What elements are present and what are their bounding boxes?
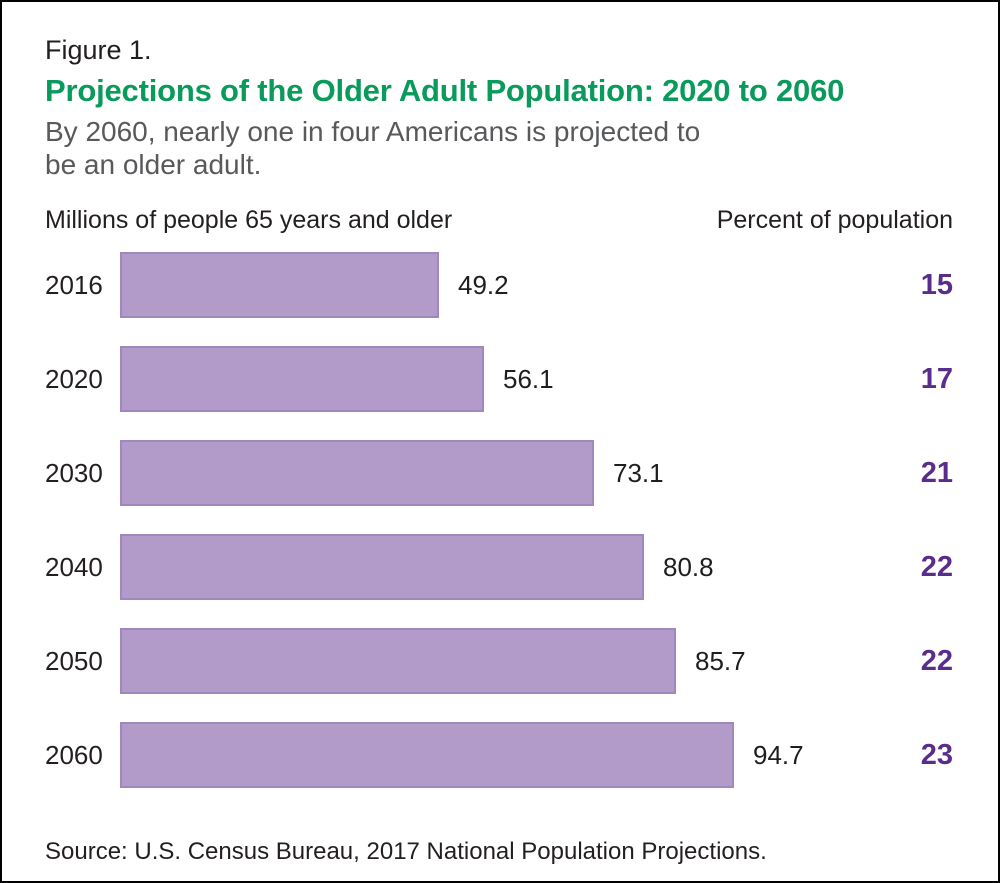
figure-label: Figure 1.: [45, 35, 152, 65]
value-label: 56.1: [503, 363, 554, 394]
percent-label: 22: [920, 644, 953, 677]
year-label: 2030: [45, 457, 103, 488]
chart-title: Projections of the Older Adult Populatio…: [45, 73, 845, 108]
bar-row: 2030 73.1 21: [2, 426, 998, 520]
year-label: 2016: [45, 269, 103, 300]
value-label: 94.7: [753, 739, 804, 770]
axis-label-millions: Millions of people 65 years and older: [45, 206, 453, 234]
bar: [120, 628, 676, 694]
percent-label: 23: [920, 738, 953, 771]
value-label: 80.8: [663, 551, 714, 582]
title-block: Figure 1. Projections of the Older Adult…: [2, 2, 998, 181]
year-label: 2020: [45, 363, 103, 394]
chart-headers: Millions of people 65 years and older Pe…: [2, 205, 998, 235]
percent-label: 22: [920, 550, 953, 583]
chart-subtitle-line2: be an older adult.: [45, 149, 262, 180]
bar: [120, 346, 484, 412]
bar-row: 2050 85.7 22: [2, 614, 998, 708]
bar: [120, 440, 594, 506]
value-label: 49.2: [458, 269, 509, 300]
bar-row: 2060 94.7 23: [2, 708, 998, 802]
source-note: Source: U.S. Census Bureau, 2017 Nationa…: [45, 838, 767, 865]
value-label: 85.7: [695, 645, 746, 676]
chart-subtitle-line1: By 2060, nearly one in four Americans is…: [45, 116, 701, 147]
bar: [120, 252, 439, 318]
percent-label: 21: [920, 456, 953, 489]
year-label: 2040: [45, 551, 103, 582]
bar-row: 2040 80.8 22: [2, 520, 998, 614]
chart-subtitle: By 2060, nearly one in four Americans is…: [45, 115, 968, 181]
year-label: 2050: [45, 645, 103, 676]
bar-row: 2020 56.1 17: [2, 332, 998, 426]
bar-row: 2016 49.2 15: [2, 238, 998, 332]
bar: [120, 722, 734, 788]
percent-label: 15: [920, 268, 953, 301]
axis-label-percent: Percent of population: [716, 206, 953, 234]
value-label: 73.1: [613, 457, 664, 488]
percent-label: 17: [920, 362, 953, 395]
bar-chart: 2016 49.2 15 2020 56.1 17 2030 73.1 21 2…: [2, 238, 998, 802]
year-label: 2060: [45, 739, 103, 770]
bar: [120, 534, 644, 600]
